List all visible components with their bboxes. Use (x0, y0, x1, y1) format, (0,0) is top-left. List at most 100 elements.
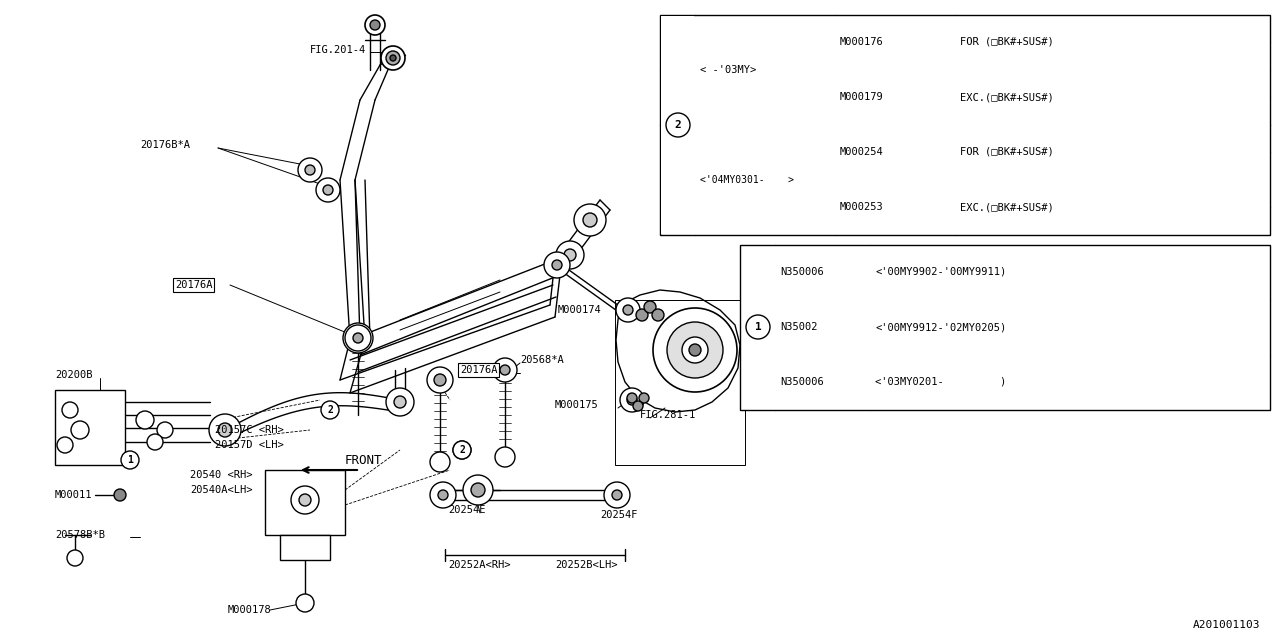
Circle shape (428, 367, 453, 393)
Text: <'03MY0201-         ): <'03MY0201- ) (876, 377, 1006, 387)
Text: M000175: M000175 (556, 400, 599, 410)
Circle shape (682, 337, 708, 363)
Text: M00011: M00011 (55, 490, 92, 500)
Text: N350006: N350006 (780, 267, 824, 277)
Text: 20252B<LH>: 20252B<LH> (556, 560, 617, 570)
Circle shape (636, 309, 648, 321)
Circle shape (157, 422, 173, 438)
Text: M000253: M000253 (840, 202, 883, 212)
Bar (614, 300, 745, 465)
Text: 20252A<RH>: 20252A<RH> (448, 560, 511, 570)
Circle shape (493, 358, 517, 382)
Bar (55, 390, 125, 465)
Circle shape (544, 252, 570, 278)
Bar (660, 16, 694, 234)
Text: 2: 2 (328, 405, 333, 415)
Text: FRONT: FRONT (346, 454, 383, 467)
Text: 20540A<LH>: 20540A<LH> (189, 485, 252, 495)
Circle shape (343, 323, 372, 353)
Text: EXC.(□BK#+SUS#): EXC.(□BK#+SUS#) (960, 92, 1053, 102)
Circle shape (453, 441, 471, 459)
Text: 20254E: 20254E (448, 505, 485, 515)
Circle shape (370, 20, 380, 30)
Circle shape (316, 178, 340, 202)
Circle shape (616, 298, 640, 322)
Text: 20176B*A: 20176B*A (140, 140, 189, 150)
Circle shape (612, 490, 622, 500)
Bar (265, 470, 346, 535)
Text: FIG.201-4: FIG.201-4 (310, 45, 366, 55)
Circle shape (346, 325, 371, 351)
Circle shape (639, 393, 649, 403)
Circle shape (438, 490, 448, 500)
Circle shape (644, 301, 657, 313)
Circle shape (627, 393, 637, 403)
Circle shape (300, 494, 311, 506)
Circle shape (573, 204, 605, 236)
Text: 1: 1 (755, 322, 762, 332)
Circle shape (147, 434, 163, 450)
Circle shape (746, 315, 771, 339)
Text: <'00MY9902-'00MY9911): <'00MY9902-'00MY9911) (876, 267, 1006, 277)
Text: FIG.281-1: FIG.281-1 (640, 410, 696, 420)
Circle shape (387, 388, 413, 416)
Circle shape (70, 421, 90, 439)
Text: 2: 2 (460, 445, 465, 455)
Circle shape (666, 113, 690, 137)
Circle shape (604, 482, 630, 508)
Circle shape (394, 396, 406, 408)
Circle shape (434, 374, 445, 386)
Circle shape (323, 185, 333, 195)
Circle shape (114, 489, 125, 501)
Text: <'04MY0301-    >: <'04MY0301- > (700, 175, 794, 185)
Circle shape (321, 401, 339, 419)
Text: N350006: N350006 (780, 377, 824, 387)
Text: 20176A: 20176A (460, 365, 498, 375)
Circle shape (495, 447, 515, 467)
Circle shape (453, 441, 471, 459)
Bar (740, 245, 1270, 410)
Circle shape (627, 395, 637, 405)
Text: A201001103: A201001103 (1193, 620, 1260, 630)
Circle shape (689, 344, 701, 356)
Text: M000254: M000254 (840, 147, 883, 157)
Circle shape (387, 51, 399, 65)
Circle shape (58, 437, 73, 453)
Circle shape (291, 486, 319, 514)
Circle shape (353, 333, 364, 343)
Text: FOR (□BK#+SUS#): FOR (□BK#+SUS#) (960, 147, 1053, 157)
Text: 20254F: 20254F (600, 510, 637, 520)
Circle shape (500, 365, 509, 375)
Circle shape (209, 414, 241, 446)
Text: 20157C <RH>: 20157C <RH> (215, 425, 284, 435)
Text: 20540 <RH>: 20540 <RH> (189, 470, 252, 480)
Circle shape (564, 249, 576, 261)
Text: N35002: N35002 (780, 322, 818, 332)
Bar (280, 535, 330, 560)
Text: 20200B: 20200B (55, 370, 92, 380)
Circle shape (552, 260, 562, 270)
Circle shape (136, 411, 154, 429)
Circle shape (463, 475, 493, 505)
Circle shape (634, 401, 643, 411)
Text: 20578B*B: 20578B*B (55, 530, 105, 540)
Circle shape (61, 402, 78, 418)
Circle shape (298, 158, 323, 182)
Text: M000178: M000178 (228, 605, 271, 615)
Circle shape (365, 15, 385, 35)
Text: 20568*A: 20568*A (520, 355, 563, 365)
Circle shape (390, 55, 396, 61)
Circle shape (218, 423, 232, 437)
Text: M000179: M000179 (840, 92, 883, 102)
Circle shape (296, 594, 314, 612)
Circle shape (122, 451, 140, 469)
Text: < -'03MY>: < -'03MY> (700, 65, 756, 75)
Text: 2: 2 (675, 120, 681, 130)
Circle shape (652, 309, 664, 321)
Text: FOR (□BK#+SUS#): FOR (□BK#+SUS#) (960, 37, 1053, 47)
Circle shape (471, 483, 485, 497)
Text: 1: 1 (127, 455, 133, 465)
Circle shape (620, 388, 644, 412)
Text: <'00MY9912-'02MY0205): <'00MY9912-'02MY0205) (876, 322, 1006, 332)
Circle shape (653, 308, 737, 392)
